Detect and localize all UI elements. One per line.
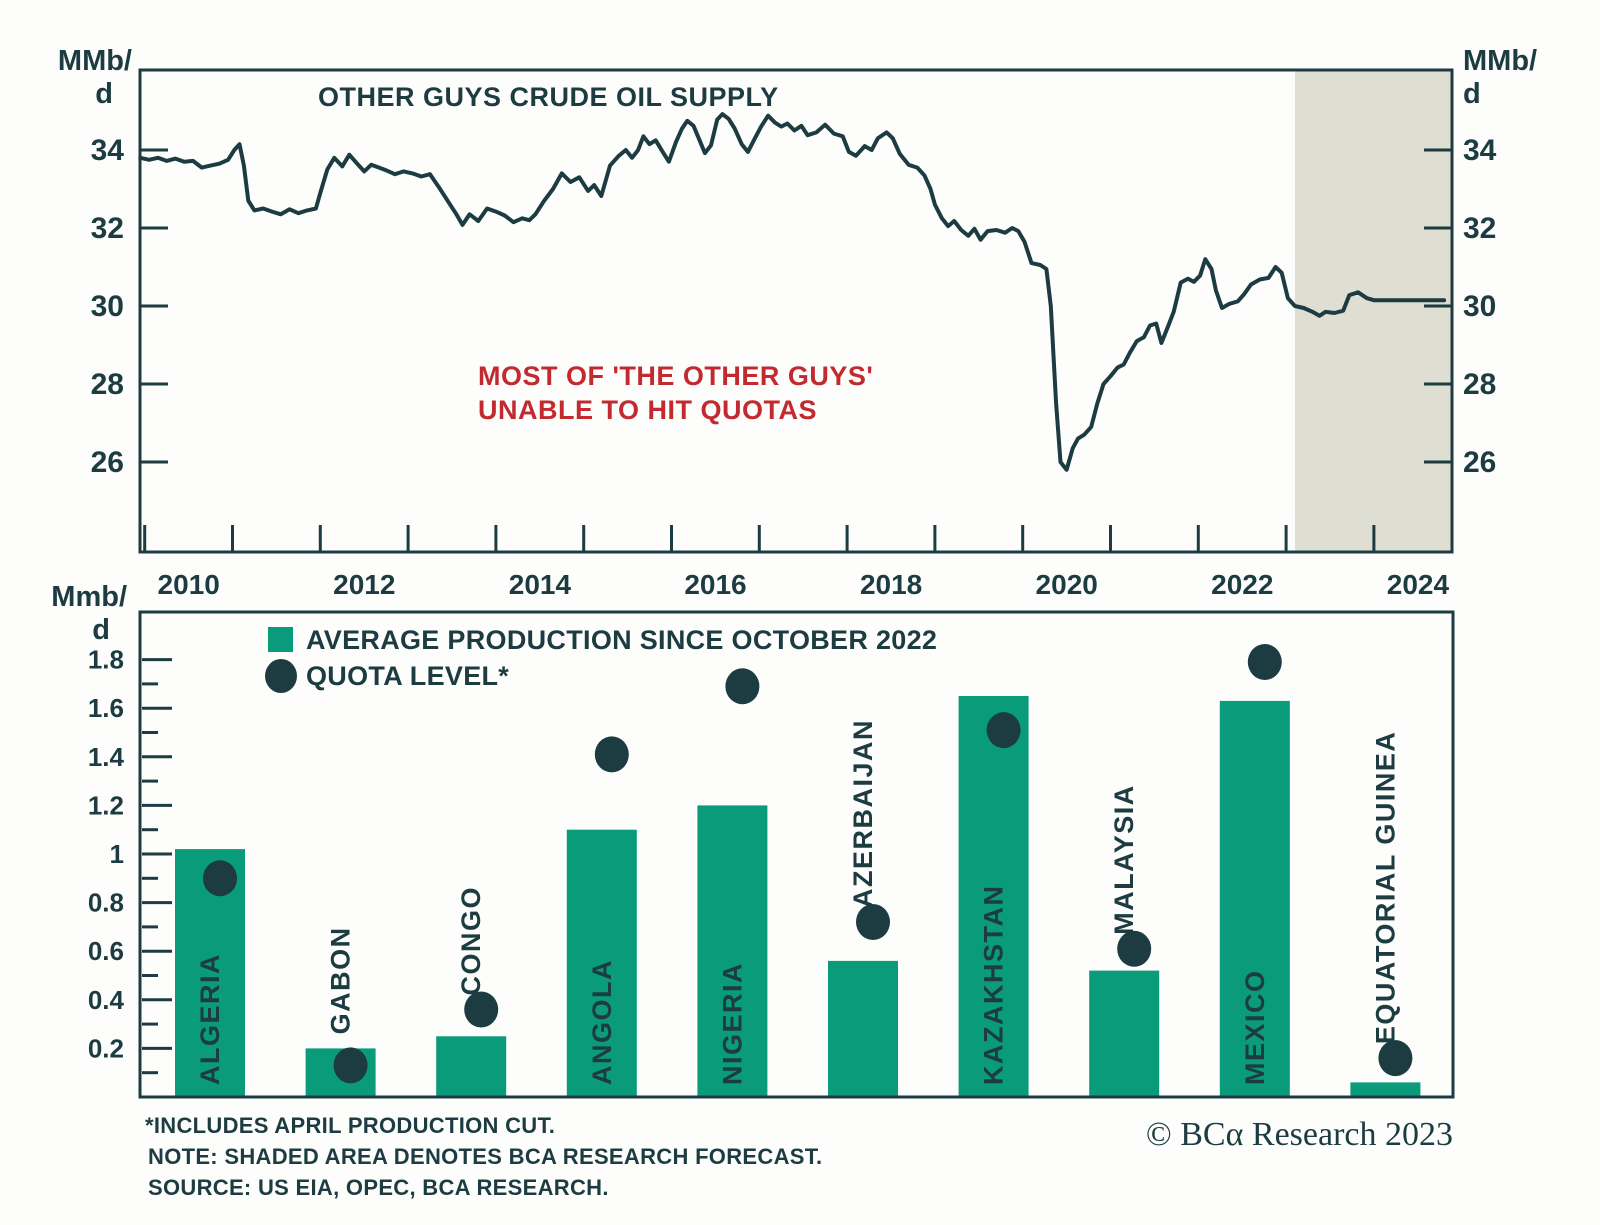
footnote-shaded-area: NOTE: SHADED AREA DENOTES BCA RESEARCH F… [148, 1144, 822, 1169]
x-tick-label: 2016 [684, 569, 746, 600]
country-label-malaysia: MALAYSIA [1109, 784, 1139, 935]
quota-dot-congo [464, 991, 499, 1028]
y-tick-label-right: 34 [1463, 134, 1497, 167]
crude-oil-supply-line [138, 112, 1447, 472]
quota-dot-gabon [333, 1047, 368, 1084]
production-bar-congo [436, 1036, 507, 1096]
production-bar-kazakhstan [958, 696, 1029, 1096]
x-tick-label: 2020 [1036, 569, 1098, 600]
production-bar-angola [566, 829, 637, 1096]
country-label-equatorial-guinea: EQUATORIAL GUINEA [1370, 731, 1400, 1045]
legend-dot-quota [265, 659, 297, 693]
y-tick-label: 1 [110, 839, 124, 869]
production-bar-mexico [1219, 700, 1290, 1096]
y-axis-unit-top-right-line2: d [1463, 78, 1481, 110]
top-plot-border [138, 68, 1454, 554]
y-tick-label: 0.6 [88, 936, 124, 966]
quota-dot-nigeria [725, 668, 760, 705]
x-tick-label: 2022 [1211, 569, 1273, 600]
x-tick-label: 2024 [1387, 569, 1450, 600]
x-tick-label: 2018 [860, 569, 922, 600]
production-bar-nigeria [697, 805, 768, 1096]
country-label-azerbaijan: AZERBAIJAN [848, 719, 878, 908]
y-tick-label-left: 32 [91, 212, 124, 245]
x-tick-label: 2010 [158, 569, 220, 600]
y-axis-unit-bottom-line1: Mmb/ [51, 581, 127, 613]
legend-swatch-production [268, 627, 293, 652]
production-bar-equatorial-guinea [1350, 1082, 1421, 1096]
y-tick-label-right: 32 [1463, 212, 1496, 245]
y-tick-label: 1.6 [88, 693, 124, 723]
y-axis-unit-top-left-line2: d [95, 78, 113, 110]
bottom-plot-border [138, 610, 1455, 1099]
y-axis-unit-top-right-line1: MMb/ [1463, 45, 1537, 77]
quota-dot-mexico [1247, 644, 1282, 680]
x-tick-label: 2014 [509, 569, 572, 600]
y-axis-unit-bottom-line2: d [92, 614, 110, 646]
y-tick-label-right: 30 [1463, 290, 1496, 323]
country-label-kazakhstan: KAZAKHSTAN [979, 885, 1009, 1085]
annotation-line-2: UNABLE TO HIT QUOTAS [478, 395, 817, 425]
quota-dot-malaysia [1117, 930, 1152, 967]
y-tick-label: 1.8 [88, 645, 124, 675]
bca-research-logo: © BCα Research 2023 [1146, 1116, 1453, 1153]
y-tick-label-left: 34 [91, 134, 125, 167]
y-tick-label-left: 30 [91, 290, 124, 323]
y-tick-label: 1.2 [88, 790, 124, 820]
y-tick-label: 0.2 [88, 1033, 124, 1063]
country-label-congo: CONGO [456, 886, 486, 996]
quota-dot-algeria [203, 860, 237, 897]
quota-dot-azerbaijan [856, 904, 890, 940]
quota-dot-angola [594, 736, 629, 773]
forecast-shaded-area [1294, 71, 1451, 551]
y-tick-label: 0.8 [88, 888, 124, 918]
production-bar-azerbaijan [828, 960, 898, 1096]
y-tick-label-left: 26 [91, 446, 124, 479]
legend-label-quota: QUOTA LEVEL* [306, 661, 509, 691]
top-line-chart: 2010 2012 2014 2016 2018 2020 2022 2024 26 26 28 28… [91, 68, 1497, 600]
annotation-line-1: MOST OF 'THE OTHER GUYS' [478, 361, 873, 391]
country-label-angola: ANGOLA [587, 959, 617, 1085]
footnote-source: SOURCE: US EIA, OPEC, BCA RESEARCH. [148, 1175, 609, 1200]
quota-dot-equatorial-guinea [1378, 1040, 1413, 1077]
country-label-gabon: GABON [326, 926, 356, 1034]
top-chart-title: OTHER GUYS CRUDE OIL SUPPLY [318, 82, 779, 112]
country-label-nigeria: NIGERIA [717, 962, 747, 1085]
quota-dot-kazakhstan [986, 712, 1021, 749]
country-label-mexico: MEXICO [1240, 969, 1270, 1085]
y-tick-label: 1.4 [88, 742, 125, 772]
x-tick-label: 2012 [333, 569, 395, 600]
footnote-april-cut: *INCLUDES APRIL PRODUCTION CUT. [145, 1113, 555, 1138]
y-tick-label-right: 26 [1463, 446, 1496, 479]
country-label-algeria: ALGERIA [195, 953, 225, 1085]
y-axis-unit-top-left-line1: MMb/ [58, 45, 132, 77]
y-tick-label-left: 28 [91, 368, 124, 401]
production-bar-malaysia [1089, 970, 1160, 1096]
y-tick-label: 0.4 [88, 985, 125, 1015]
bottom-bar-chart: 0.2 0.4 0.6 0.8 1 1.2 1.4 1.6 1.8 ALGERIA GABON CON… [88, 610, 1455, 1099]
y-tick-label-right: 28 [1463, 368, 1496, 401]
legend-label-production: AVERAGE PRODUCTION SINCE OCTOBER 2022 [306, 625, 937, 655]
